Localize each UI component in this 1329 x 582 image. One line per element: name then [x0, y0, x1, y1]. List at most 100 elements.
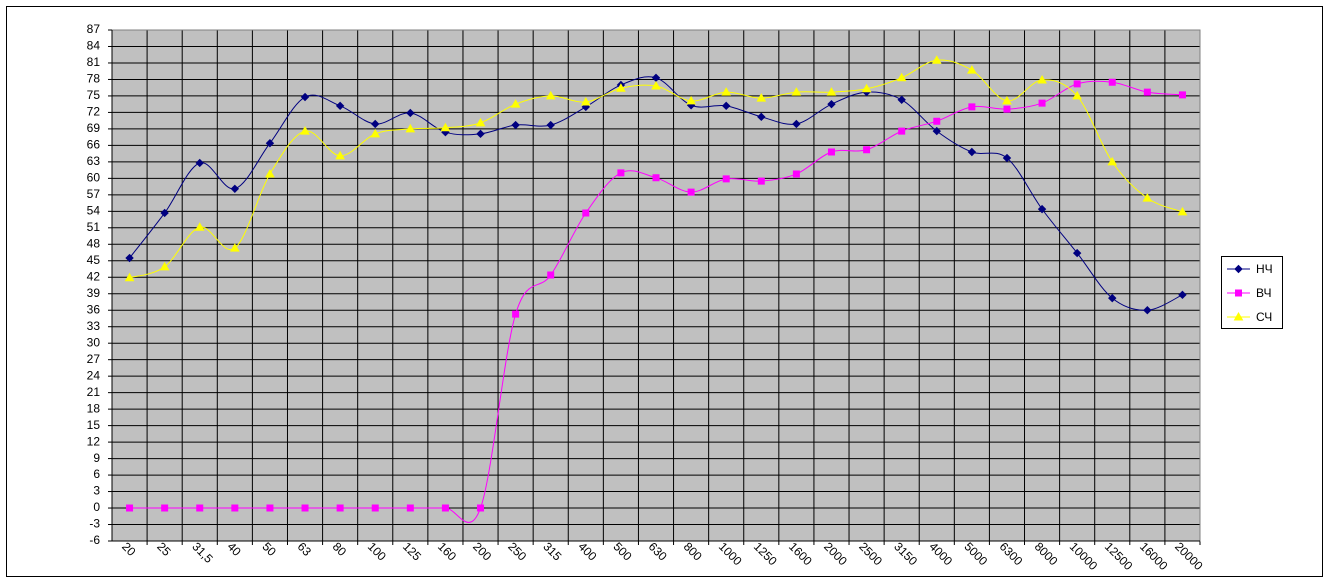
marker — [721, 101, 731, 111]
y-tick-label: 6 — [93, 467, 100, 481]
marker — [1108, 293, 1117, 303]
legend-label: ВЧ — [1256, 286, 1271, 300]
marker — [371, 504, 379, 512]
marker — [757, 112, 766, 122]
marker — [1038, 99, 1046, 107]
marker — [160, 208, 169, 218]
marker — [405, 123, 416, 133]
marker — [861, 83, 872, 93]
marker — [967, 147, 977, 157]
marker — [756, 93, 767, 102]
marker — [827, 148, 835, 156]
marker — [371, 119, 380, 129]
legend-label: НЧ — [1256, 262, 1273, 276]
series-line — [129, 80, 1183, 523]
marker — [230, 184, 240, 194]
marker — [1178, 91, 1186, 99]
marker — [370, 128, 381, 138]
marker — [686, 95, 696, 105]
marker — [1143, 88, 1151, 96]
y-tick-label: 33 — [87, 319, 101, 333]
marker — [476, 129, 485, 139]
y-tick-label: 72 — [87, 105, 101, 119]
marker — [1177, 206, 1188, 216]
y-tick-label: 60 — [87, 171, 101, 185]
marker — [161, 504, 169, 512]
marker — [932, 126, 941, 136]
marker — [511, 120, 520, 130]
marker — [968, 103, 976, 111]
marker — [896, 72, 907, 82]
marker — [722, 175, 730, 183]
y-tick-label: 75 — [87, 88, 101, 102]
marker — [441, 504, 449, 512]
marker — [477, 504, 485, 512]
legend-marker — [1235, 289, 1242, 297]
y-tick-label: -3 — [89, 517, 100, 531]
y-tick-label: 9 — [93, 451, 100, 465]
y-tick-label: 63 — [87, 154, 101, 168]
marker — [652, 174, 660, 182]
marker — [931, 55, 942, 64]
marker — [1002, 153, 1012, 163]
y-tick-label: 51 — [87, 220, 101, 234]
marker — [335, 101, 345, 111]
y-tick-label: 36 — [87, 302, 101, 316]
marker — [406, 108, 415, 118]
marker — [265, 168, 275, 178]
marker — [651, 81, 661, 90]
y-tick-label: 27 — [87, 352, 101, 366]
marker — [1003, 105, 1011, 113]
marker — [687, 188, 695, 196]
marker — [196, 504, 204, 512]
marker — [406, 504, 414, 512]
y-tick-label: 42 — [87, 269, 101, 283]
marker — [1037, 74, 1047, 84]
marker — [897, 95, 906, 104]
marker — [1107, 156, 1118, 166]
y-tick-label: 57 — [87, 187, 101, 201]
marker — [231, 504, 239, 512]
y-tick-label: 45 — [87, 253, 101, 267]
marker — [1178, 290, 1187, 300]
marker — [792, 170, 800, 178]
marker — [301, 504, 309, 512]
marker — [126, 504, 134, 512]
y-tick-label: 78 — [87, 72, 101, 86]
y-tick-label: 24 — [87, 368, 101, 382]
y-tick-label: 69 — [87, 121, 101, 135]
marker — [757, 177, 765, 185]
marker — [265, 138, 275, 148]
y-tick-label: 0 — [93, 500, 100, 514]
y-tick-label: 66 — [87, 138, 101, 152]
marker — [967, 65, 977, 74]
marker — [826, 87, 837, 96]
y-tick-label: 48 — [87, 236, 101, 250]
marker — [616, 83, 626, 92]
marker — [1073, 80, 1081, 88]
marker — [124, 272, 135, 282]
legend-marker — [1233, 311, 1244, 321]
marker — [194, 222, 205, 231]
y-tick-label: -6 — [89, 533, 100, 547]
marker — [933, 117, 941, 125]
marker — [440, 122, 451, 132]
marker — [580, 96, 591, 106]
marker — [546, 120, 555, 130]
marker — [791, 87, 802, 96]
marker — [863, 146, 871, 154]
y-tick-label: 87 — [87, 22, 101, 36]
marker — [721, 87, 732, 96]
marker — [1143, 306, 1152, 315]
legend-label: СЧ — [1256, 310, 1272, 324]
marker — [1142, 193, 1153, 202]
y-tick-label: 3 — [93, 484, 100, 498]
marker — [475, 117, 486, 127]
y-tick-label: 84 — [87, 39, 101, 53]
marker — [582, 209, 590, 217]
y-tick-label: 39 — [87, 286, 101, 300]
y-tick-label: 81 — [87, 55, 101, 69]
marker — [300, 92, 310, 102]
marker — [898, 127, 906, 135]
marker — [547, 271, 555, 279]
